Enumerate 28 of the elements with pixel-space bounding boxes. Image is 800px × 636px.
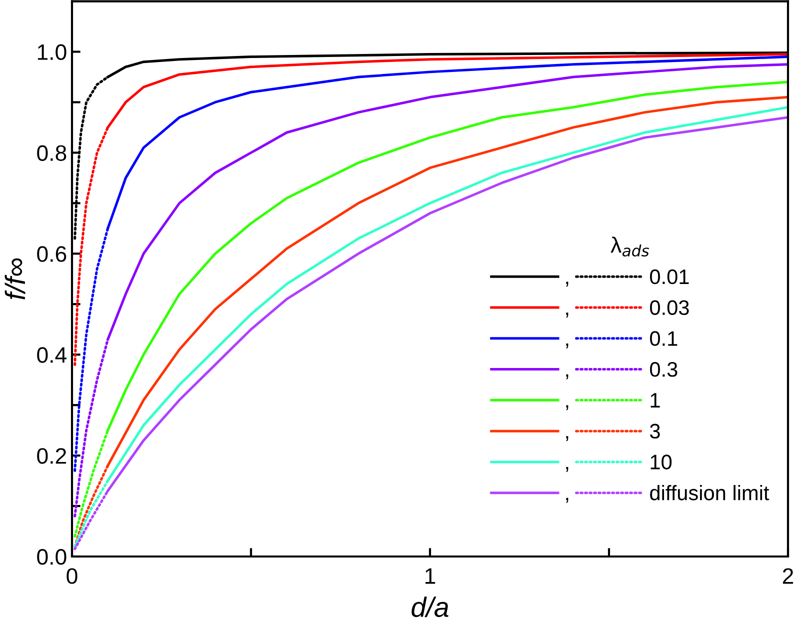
y-tick-label: 1.0 [38,44,66,60]
legend-label: , [566,282,568,287]
legend-label: , [566,343,568,348]
x-tick-label: 2 [782,568,794,584]
y-tick-label: 0.0 [37,549,66,565]
legend-label: 0.01 [650,269,689,284]
x-tick-label: 0 [66,568,78,584]
y-axis-title: f/f∞ [4,258,26,300]
legend-label: , [566,312,568,318]
x-tick-label: 1 [426,568,436,584]
legend-label: , [566,374,568,380]
y-tick-label: 0.2 [37,448,66,464]
legend-label: diffusion limit [650,485,770,500]
legend-label: 1 [650,393,660,408]
legend-label: 0.1 [650,331,678,346]
legend-label: , [566,405,568,410]
legend-label: , [566,436,568,442]
legend-label: 0.03 [650,300,689,316]
y-tick-label: 0.8 [37,145,66,161]
legend-label: 3 [650,424,660,439]
legend-label: 0.3 [650,362,678,377]
y-tick-label: 0.6 [37,246,66,262]
legend-title: λ$_{ads}$ [610,236,650,257]
y-tick-label: 0.4 [37,347,66,363]
legend-label: 10 [650,454,672,470]
x-axis-title: d/a [412,596,448,618]
legend-label: , [566,467,568,472]
legend-label: , [566,498,568,503]
